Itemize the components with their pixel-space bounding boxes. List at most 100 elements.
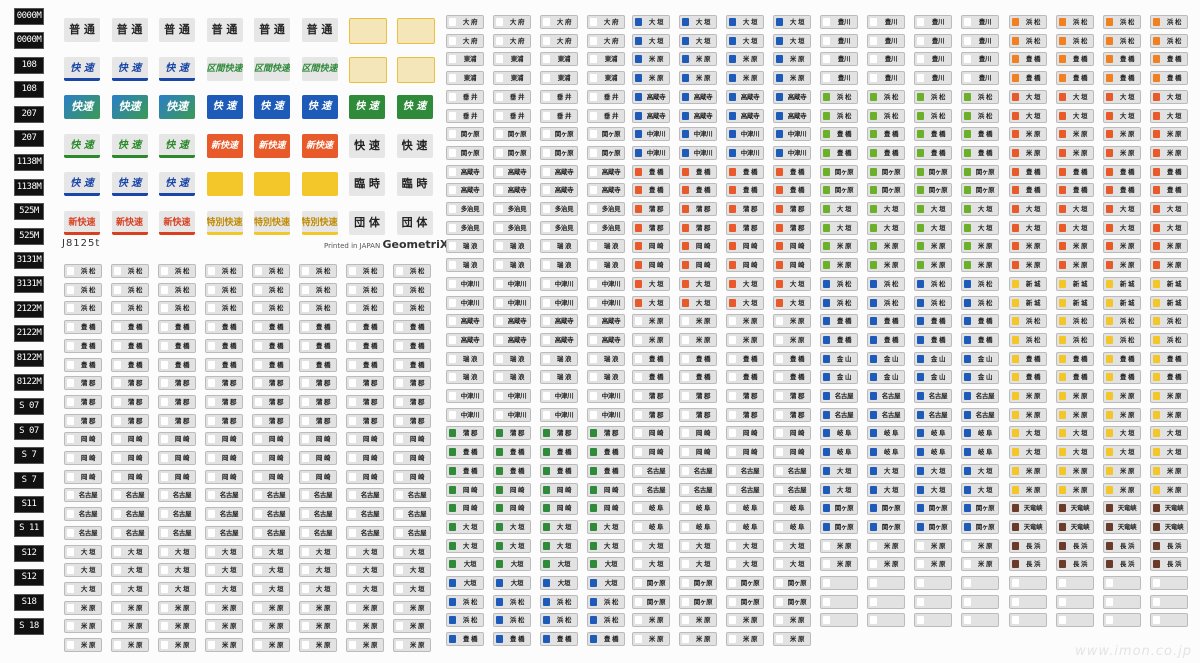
destination-tag: 浜 松 xyxy=(493,613,531,628)
destination-tag: 大 垣 xyxy=(820,463,858,478)
destination-tag: 大 垣 xyxy=(961,482,999,497)
destination-tag: 浜 松 xyxy=(158,264,196,278)
destination-tag: 米 原 xyxy=(1009,239,1047,254)
car-number: S 18 xyxy=(14,618,44,635)
destination-tag: 大 垣 xyxy=(252,563,290,578)
destination-tag: 岡 崎 xyxy=(540,501,578,516)
destination-tag: 豊 橋 xyxy=(867,145,905,160)
destination-tag: 高蔵寺 xyxy=(446,164,484,179)
destination-tag: 豊 橋 xyxy=(64,320,102,335)
destination-tag: 名古屋 xyxy=(111,488,149,503)
destination-tag: 瑞 浪 xyxy=(493,239,531,254)
destination-tag: 岡 崎 xyxy=(158,451,196,465)
destination-tag: 名古屋 xyxy=(205,507,243,522)
destination-tag: 大 垣 xyxy=(1103,445,1141,460)
type-board: 快 速 xyxy=(111,133,148,158)
destination-tag: 豊 橋 xyxy=(679,164,717,179)
destination-tag: 大 垣 xyxy=(820,220,858,235)
destination-tag: 豊 橋 xyxy=(726,164,764,179)
destination-tag: 岐 阜 xyxy=(867,445,905,460)
car-number: 3131M xyxy=(14,276,44,294)
destination-tag: 豊川 xyxy=(867,33,905,48)
destination-tag: 米 原 xyxy=(299,600,337,615)
destination-tag: 関ヶ原 xyxy=(914,501,952,516)
destination-tag: 豊 橋 xyxy=(1056,370,1094,385)
destination-tag: 米 原 xyxy=(205,600,243,615)
destination-tag: 大 垣 xyxy=(158,544,196,559)
destination-tag: 蒲 郡 xyxy=(726,202,764,216)
destination-tag: 大 垣 xyxy=(820,482,858,497)
destination-tag: 米 原 xyxy=(820,258,858,273)
destination-tag: 大 垣 xyxy=(1009,108,1047,123)
destination-tag: 東浦 xyxy=(587,52,625,67)
destination-tag: 多治見 xyxy=(540,220,578,235)
destination-tag: 豊 橋 xyxy=(726,370,764,385)
destination-tag: 名古屋 xyxy=(111,525,149,540)
destination-tag: 関ヶ原 xyxy=(820,501,858,516)
destination-tag: 浜 松 xyxy=(867,89,905,104)
destination-tag: 浜 松 xyxy=(111,301,149,316)
destination-tag: 大 垣 xyxy=(867,482,905,497)
type-board: 新快速 xyxy=(301,133,338,158)
destination-tag: 浜 松 xyxy=(820,89,858,104)
destination-tag: 米 原 xyxy=(158,638,196,652)
destination-tag: 豊 橋 xyxy=(1150,71,1188,86)
destination-tag: 米 原 xyxy=(1056,145,1094,160)
destination-tag: 大 垣 xyxy=(1150,445,1188,460)
destination-tag: 豊 橋 xyxy=(773,370,811,385)
destination-tag: 豊川 xyxy=(820,52,858,67)
destination-tag: 大 垣 xyxy=(961,463,999,478)
destination-tag: 米 原 xyxy=(914,557,952,572)
destination-tag: 米 原 xyxy=(773,613,811,628)
car-number: S 7 xyxy=(14,471,44,489)
destination-tag: 豊 橋 xyxy=(1150,52,1188,67)
destination-tag: 岡 崎 xyxy=(446,482,484,497)
destination-tag: 中津川 xyxy=(446,295,484,310)
destination-tag: 浜 松 xyxy=(961,89,999,104)
destination-tag: 大 垣 xyxy=(493,538,531,553)
destination-tag: 瑞 浪 xyxy=(446,351,484,366)
destination-tag: 豊 橋 xyxy=(1056,351,1094,366)
destination-tag: 垂 井 xyxy=(446,89,484,104)
destination-tag: 名古屋 xyxy=(726,463,764,478)
type-board: 新快速 xyxy=(254,133,290,158)
destination-tag: 蒲 郡 xyxy=(111,394,149,409)
destination-tag: 豊川 xyxy=(961,15,999,29)
destination-tag: 浜 松 xyxy=(961,108,999,123)
destination-tag: 豊 橋 xyxy=(493,463,531,478)
destination-tag: 浜 松 xyxy=(446,594,484,609)
destination-tag: 米 原 xyxy=(252,638,290,652)
destination-tag: 岡 崎 xyxy=(393,432,431,447)
destination-tag: 大 垣 xyxy=(1150,108,1188,123)
destination-tag: 米 原 xyxy=(726,632,764,647)
destination-tag: 名古屋 xyxy=(867,389,905,403)
destination-tag: 蒲 郡 xyxy=(252,394,290,409)
destination-tag: 大 垣 xyxy=(961,202,999,216)
destination-tag: 中津川 xyxy=(493,295,531,310)
destination-tag: 蒲 郡 xyxy=(540,426,578,441)
destination-tag: 岡 崎 xyxy=(64,432,102,447)
destination-tag: 大垣 xyxy=(587,557,625,572)
destination-tag: 大 垣 xyxy=(446,519,484,534)
destination-tag: 中津川 xyxy=(493,389,531,403)
destination-tag: 大 垣 xyxy=(632,538,670,553)
destination-tag: 大 垣 xyxy=(726,33,764,48)
destination-tag: 蒲 郡 xyxy=(773,407,811,422)
destination-tag: 高蔵寺 xyxy=(446,314,484,329)
destination-tag: 岡 崎 xyxy=(493,482,531,497)
destination-tag: 新 城 xyxy=(1009,295,1047,310)
type-board: 臨 時 xyxy=(349,172,385,196)
destination-tag: 蒲 郡 xyxy=(493,426,531,441)
destination-tag: 名古屋 xyxy=(961,389,999,403)
destination-tag: 浜 松 xyxy=(1009,15,1047,29)
destination-tag: 岐 阜 xyxy=(679,519,717,534)
destination-tag: 豊川 xyxy=(914,15,952,29)
destination-tag: 岡 崎 xyxy=(587,501,625,516)
destination-tag: 豊 橋 xyxy=(346,357,384,372)
destination-tag: 豊 橋 xyxy=(632,351,670,366)
destination-tag: 浜 松 xyxy=(1103,332,1141,347)
destination-tag: 豊 橋 xyxy=(299,357,337,372)
type-board: 特別快速 xyxy=(301,210,338,235)
destination-tag: 関ヶ原 xyxy=(493,145,531,160)
destination-tag: 米 原 xyxy=(679,632,717,647)
